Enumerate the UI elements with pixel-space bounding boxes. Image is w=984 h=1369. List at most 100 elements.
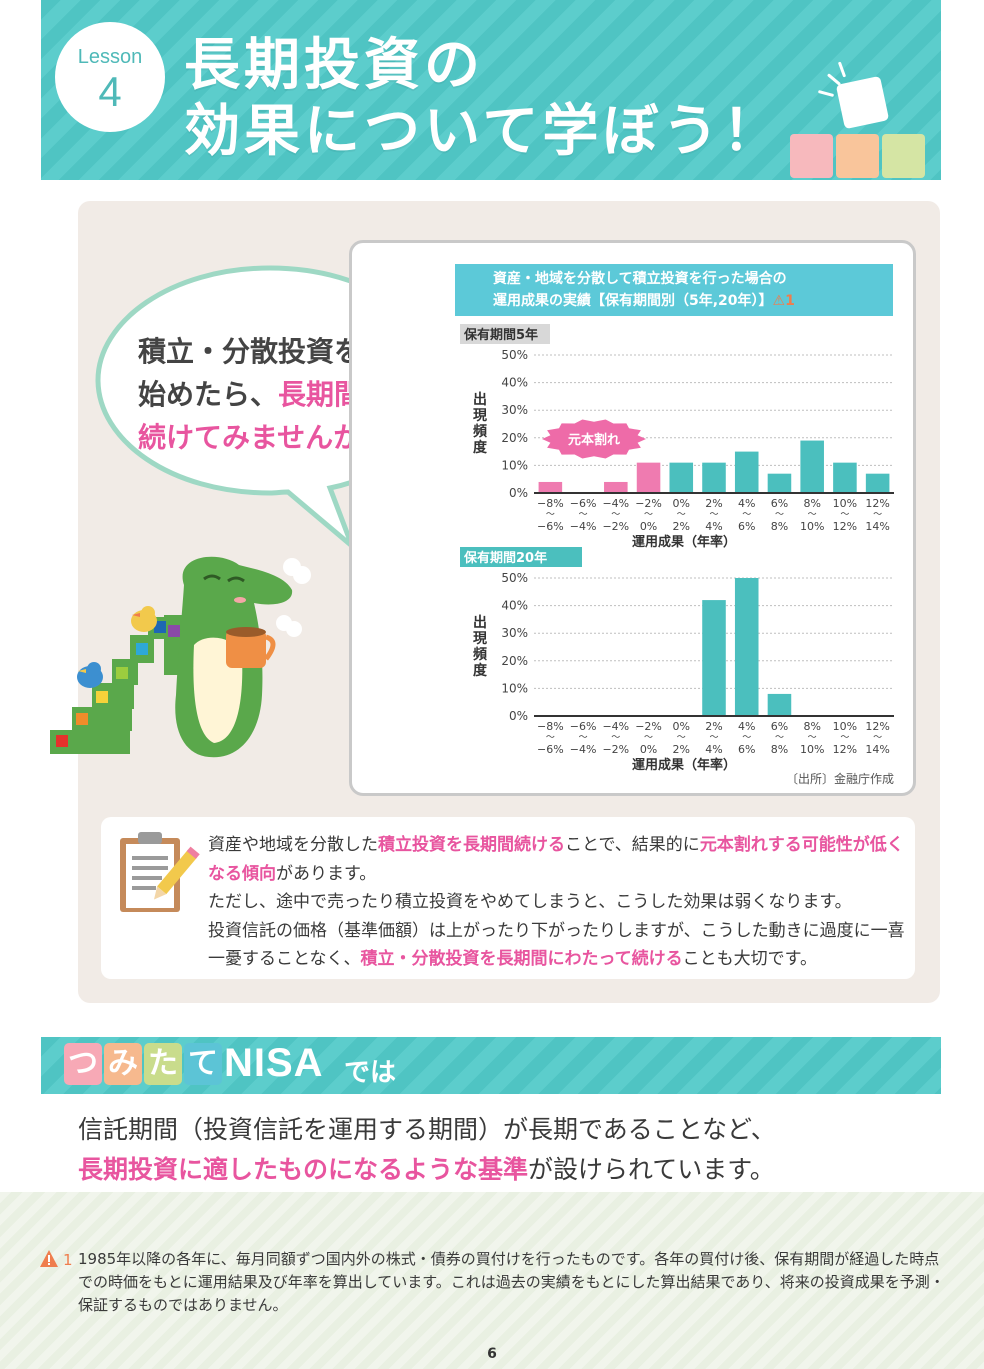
x-tick-label-top: 6%	[771, 720, 788, 733]
y-tick-label: 50%	[501, 571, 528, 585]
steam-icon	[276, 558, 311, 637]
bar	[702, 462, 726, 493]
lesson-badge: Lesson 4	[55, 22, 165, 132]
coffee-mug-icon	[226, 627, 276, 668]
bar	[604, 481, 628, 493]
speech-line1: 積立・分散投資を	[138, 335, 363, 368]
x-tick-tilde: 〜	[742, 733, 751, 743]
speech-line2-highlight: 長期間	[278, 378, 363, 411]
x-tick-label-top: 6%	[771, 497, 788, 510]
y-axis-label-char: 出	[473, 391, 487, 408]
note-paragraph-2: ただし、途中で売ったり積立投資をやめてしまうと、こうした効果は弱くなります。	[208, 892, 852, 912]
x-tick-tilde: 〜	[808, 733, 817, 743]
x-tick-label-top: 2%	[705, 720, 722, 733]
x-tick-tilde: 〜	[775, 733, 784, 743]
x-tick-label-bottom: −4%	[570, 743, 597, 756]
warning-icon: ⚠	[772, 293, 786, 309]
y-tick-label: 10%	[501, 681, 528, 695]
bar-charts: 保有期間5年0%10%20%30%40%50%出現頻度−8%〜−6%−6%〜−4…	[460, 324, 894, 772]
y-tick-label: 0%	[509, 709, 528, 723]
x-tick-label-bottom: −4%	[570, 520, 597, 533]
chart-title: 保有期間5年	[463, 327, 538, 343]
footnote-text: 1985年以降の各年に、毎月同額ずつ国内外の株式・債券の買付けを行ったものです。…	[78, 1250, 945, 1314]
x-tick-tilde: 〜	[644, 733, 653, 743]
x-tick-label-bottom: −6%	[537, 520, 564, 533]
note-text-span: 投資信託の価格（基準価額）は上がったり下がったりしますが、こうした動きに過度に一…	[208, 920, 905, 970]
nisa-line-2-highlight: 長期投資に適したものになるような基準	[78, 1155, 529, 1184]
x-tick-label-bottom: 10%	[800, 743, 824, 756]
note-text-span: があります。	[276, 863, 377, 884]
x-tick-tilde: 〜	[840, 733, 849, 743]
x-tick-label-top: 0%	[673, 497, 690, 510]
x-tick-label-top: −4%	[602, 720, 629, 733]
x-tick-label-top: 8%	[803, 497, 820, 510]
chart-title-tag	[460, 324, 550, 344]
x-tick-label-top: −4%	[602, 497, 629, 510]
x-tick-label-top: 12%	[865, 497, 889, 510]
chart-header-line2-text: 運用成果の実績【保有期間別（5年,20年）】	[493, 293, 773, 309]
nisa-suffix: では	[344, 1058, 397, 1088]
loss-badge-shape	[542, 419, 646, 459]
bar	[734, 451, 759, 493]
y-axis-label-char: 現	[473, 408, 487, 424]
note-highlight: 元本割れする可能性が低くなる傾向	[208, 835, 904, 884]
chart-title: 保有期間20年	[463, 550, 547, 566]
bar	[767, 473, 792, 493]
x-tick-label-top: 8%	[803, 720, 820, 733]
footnote-ref: 1	[785, 293, 795, 309]
x-tick-tilde: 〜	[644, 510, 653, 520]
bird-icon	[131, 606, 157, 632]
x-tick-label-top: −8%	[537, 497, 564, 510]
x-tick-label-bottom: 6%	[738, 743, 755, 756]
bar	[734, 578, 759, 716]
nisa-line-2-plain: が設けられています。	[528, 1155, 775, 1184]
note-text-span: ことも大切です。	[682, 949, 817, 969]
clipboard-pencil-icon	[120, 832, 200, 912]
nisa-line-1: 信託期間（投資信託を運用する期間）が長期であることなど、	[78, 1115, 776, 1144]
x-tick-label-top: −2%	[635, 720, 662, 733]
y-axis-label-char: 現	[473, 631, 487, 647]
page-title-line2: 効果について学ぼう！	[184, 99, 783, 164]
deco-white-block	[835, 75, 890, 130]
y-axis-label-char: 頻	[473, 646, 487, 663]
bar	[767, 693, 792, 716]
y-axis-label-char: 度	[473, 662, 488, 679]
y-axis-label-char: 頻	[473, 423, 487, 440]
x-tick-tilde: 〜	[546, 510, 555, 520]
x-tick-tilde: 〜	[709, 733, 718, 743]
speech-line3: 続けてみませんか？	[138, 421, 390, 454]
x-tick-tilde: 〜	[873, 733, 882, 743]
speech-text: 積立・分散投資を 始めたら、長期間 続けてみませんか？	[138, 330, 389, 459]
x-tick-label-bottom: 0%	[640, 520, 657, 533]
x-tick-tilde: 〜	[840, 510, 849, 520]
y-tick-label: 20%	[501, 654, 528, 668]
x-tick-tilde: 〜	[579, 733, 588, 743]
page-title-line1: 長期投資の	[184, 33, 484, 98]
y-tick-label: 30%	[501, 403, 528, 417]
x-axis-label: 運用成果（年率）	[632, 534, 736, 550]
y-tick-label: 30%	[501, 626, 528, 640]
y-axis-label-char: 度	[473, 439, 488, 456]
x-tick-label-bottom: 12%	[833, 520, 857, 533]
x-tick-label-bottom: 4%	[705, 743, 722, 756]
nisa-tile-tsu: つ	[64, 1043, 102, 1085]
y-tick-label: 50%	[501, 348, 528, 362]
x-tick-tilde: 〜	[677, 510, 686, 520]
x-tick-label-bottom: 10%	[800, 520, 824, 533]
note-highlight: 積立投資を長期間続ける	[378, 835, 565, 855]
x-tick-label-bottom: 12%	[833, 743, 857, 756]
deco-orange-block	[836, 134, 879, 178]
x-tick-label-bottom: −6%	[537, 743, 564, 756]
note-highlight: 積立・分散投資を長期間にわたって続ける	[360, 949, 683, 969]
y-tick-label: 0%	[509, 486, 528, 500]
y-tick-label: 20%	[501, 431, 528, 445]
x-tick-label-bottom: 2%	[673, 743, 690, 756]
x-tick-label-bottom: 14%	[865, 743, 889, 756]
x-tick-label-top: 0%	[673, 720, 690, 733]
nisa-word: NISA	[224, 1041, 324, 1085]
x-tick-label-top: 10%	[833, 497, 857, 510]
note-text-span: 資産や地域を分散した	[208, 835, 378, 855]
x-tick-label-bottom: 14%	[865, 520, 889, 533]
bar	[865, 473, 890, 493]
note-box	[101, 817, 915, 979]
